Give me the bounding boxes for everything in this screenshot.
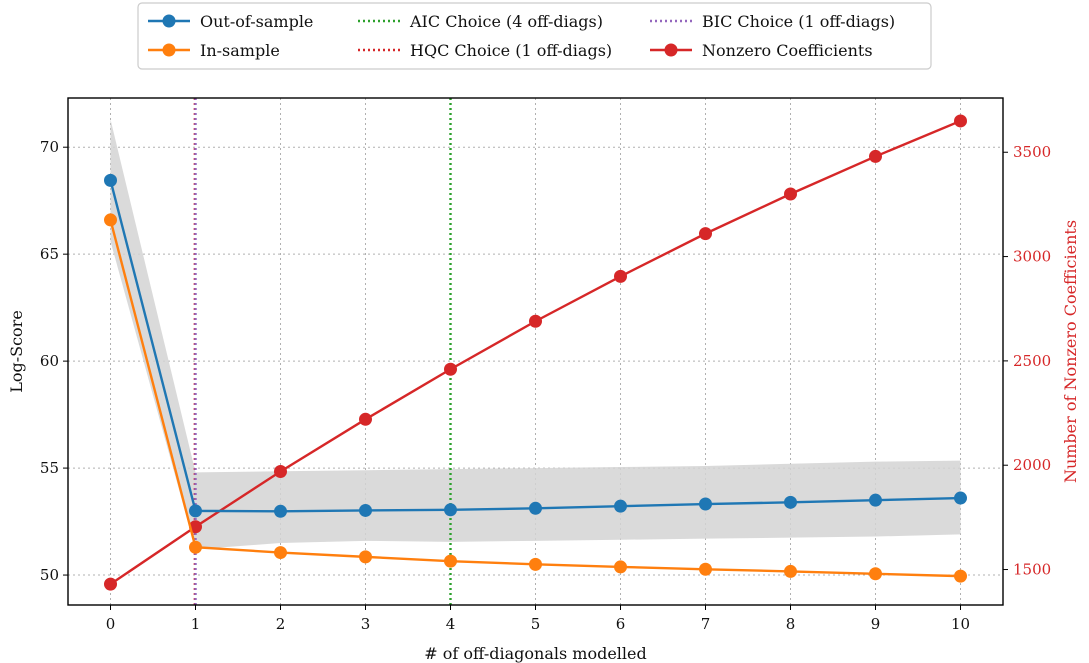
point-nonzero-coefficients [274, 464, 287, 478]
x-tick-label: 7 [701, 615, 711, 633]
point-in-sample [444, 554, 457, 568]
point-in-sample [699, 562, 712, 576]
y2-tick-label: 2500 [1013, 352, 1051, 370]
point-nonzero-coefficients [359, 412, 372, 426]
y2-axis-label: Number of Nonzero Coefficients [1061, 220, 1080, 483]
legend-label: Out-of-sample [200, 12, 313, 31]
point-nonzero-coefficients [869, 149, 882, 163]
axes: 0 1 2 3 4 5 6 7 8 9 10 50 55 60 65 70 1500 2000 2500 3000 35… [40, 97, 1051, 633]
y-tick-label: 65 [40, 245, 59, 263]
legend: Out-of-sample In-sample AIC Choice (4 off-… [137, 2, 932, 70]
plot-frame [67, 97, 1004, 606]
x-tick-label: 0 [106, 615, 116, 633]
point-in-sample [784, 564, 797, 578]
point-nonzero-coefficients [444, 362, 457, 376]
point-out-of-sample [444, 503, 457, 517]
legend-marker [664, 43, 678, 57]
point-nonzero-coefficients [784, 187, 797, 201]
x-tick-label: 8 [786, 615, 796, 633]
point-out-of-sample [614, 499, 627, 513]
point-out-of-sample [529, 501, 542, 515]
legend-marker [162, 14, 176, 28]
point-nonzero-coefficients [529, 314, 542, 328]
point-nonzero-coefficients [104, 577, 117, 591]
x-tick-label: 6 [616, 615, 626, 633]
point-out-of-sample [869, 493, 882, 507]
y2-tick-label: 1500 [1013, 561, 1051, 579]
x-tick-label: 10 [951, 615, 970, 633]
point-in-sample [189, 540, 202, 554]
point-in-sample [274, 546, 287, 560]
point-out-of-sample [359, 503, 372, 517]
point-out-of-sample [954, 491, 967, 505]
point-out-of-sample [784, 495, 797, 509]
series-line-out-of-sample [109, 180, 961, 513]
point-nonzero-coefficients [954, 114, 967, 128]
y2-tick-label: 2000 [1013, 456, 1051, 474]
point-in-sample [869, 567, 882, 581]
point-in-sample [954, 569, 967, 583]
x-tick-label: 4 [446, 615, 456, 633]
point-in-sample [359, 550, 372, 564]
y-axis-label: Log-Score [7, 310, 26, 393]
x-tick-label: 1 [191, 615, 201, 633]
legend-marker [162, 43, 176, 57]
y-tick-label: 60 [40, 352, 59, 370]
y-tick-label: 70 [40, 138, 59, 156]
legend-label: AIC Choice (4 off-diags) [409, 12, 603, 31]
y-tick-label: 55 [40, 459, 59, 477]
point-in-sample [104, 213, 117, 227]
grid [68, 98, 1003, 605]
point-nonzero-coefficients [699, 227, 712, 241]
legend-label: Nonzero Coefficients [702, 41, 873, 60]
y-tick-label: 50 [40, 566, 59, 584]
point-out-of-sample [104, 173, 117, 187]
legend-label: BIC Choice (1 off-diags) [702, 12, 895, 31]
series-lines [104, 114, 967, 591]
legend-label: HQC Choice (1 off-diags) [410, 41, 612, 60]
x-tick-label: 3 [361, 615, 371, 633]
point-in-sample [614, 560, 627, 574]
legend-label: In-sample [200, 41, 280, 60]
y2-tick-label: 3500 [1013, 143, 1051, 161]
legend-box [137, 2, 932, 70]
x-tick-label: 9 [871, 615, 881, 633]
x-tick-label: 5 [531, 615, 541, 633]
point-nonzero-coefficients [614, 269, 627, 283]
point-out-of-sample [189, 504, 202, 518]
point-out-of-sample [699, 497, 712, 511]
x-tick-label: 2 [276, 615, 286, 633]
point-in-sample [529, 557, 542, 571]
x-axis-label: # of off-diagonals modelled [424, 644, 646, 663]
point-out-of-sample [274, 504, 287, 518]
y2-tick-label: 3000 [1013, 248, 1051, 266]
